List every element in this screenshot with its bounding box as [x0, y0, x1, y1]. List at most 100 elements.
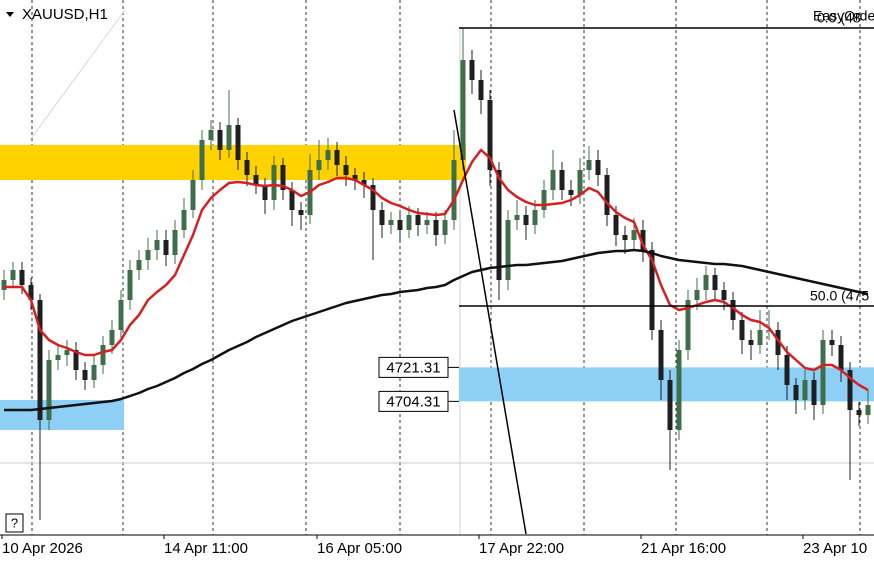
x-tick-label: 17 Apr 22:00	[479, 540, 564, 557]
candle-body	[559, 170, 565, 190]
candle-body	[838, 345, 844, 370]
candle-body	[118, 300, 124, 330]
candle-body	[442, 220, 448, 235]
time-grid	[0, 0, 874, 535]
candle-body	[10, 270, 16, 280]
zone	[0, 400, 124, 430]
x-tick-label: 21 Apr 16:00	[641, 540, 726, 557]
candle-body	[64, 350, 70, 355]
candle-body	[460, 60, 466, 160]
candle-body	[415, 215, 421, 225]
candle-body	[766, 330, 772, 331]
drawing-line	[29, 9, 126, 141]
candle-body	[253, 175, 259, 185]
candle-body	[244, 160, 250, 175]
candle-body	[577, 170, 583, 195]
x-tick-label: 16 Apr 05:00	[317, 540, 402, 557]
candle-body	[271, 165, 277, 200]
candle-body	[586, 160, 592, 170]
x-axis: 10 Apr 2026 14 Apr 11:00 16 Apr 05:00 17 Ap…	[1, 535, 867, 557]
candle-body	[370, 185, 376, 210]
candle-body	[613, 215, 619, 235]
candle-body	[496, 170, 502, 280]
overlay: 4721.31 4704.31 0.0 (48 50.0 (475	[378, 10, 874, 535]
candle-body	[424, 220, 430, 225]
candle-body	[235, 125, 241, 160]
candle-body	[775, 330, 781, 355]
help-button[interactable]	[5, 513, 24, 533]
candle-body	[406, 215, 412, 230]
candle-body	[721, 290, 727, 300]
candle-body	[28, 285, 34, 300]
price-label: 4721.31	[386, 359, 440, 376]
candle-body	[37, 300, 43, 420]
price-label: 4704.31	[386, 393, 440, 410]
candle-body	[550, 170, 556, 190]
candle-body	[667, 380, 673, 430]
x-tick-label: 14 Apr 11:00	[164, 540, 248, 557]
candle-body	[316, 160, 322, 170]
candle-body	[532, 210, 538, 225]
candle-body	[541, 190, 547, 210]
candle-body	[784, 355, 790, 385]
candle-body	[595, 160, 601, 175]
candle-body	[19, 270, 25, 285]
candle-body	[631, 230, 637, 240]
candle-body	[343, 165, 349, 175]
candle-body	[325, 150, 331, 160]
candle-body	[361, 180, 367, 185]
chart-title: XAUUSD,H1	[22, 6, 108, 23]
candle-body	[136, 260, 142, 270]
candle-body	[226, 125, 232, 150]
candle-body	[847, 370, 853, 410]
candle-body	[91, 365, 97, 380]
candle-body	[433, 220, 439, 235]
candle-body	[739, 320, 745, 340]
candle-body	[1, 280, 7, 290]
candle-body	[208, 130, 214, 140]
candle-body	[640, 230, 646, 250]
candles	[1, 28, 871, 520]
candle-body	[280, 165, 286, 190]
candle-body	[478, 80, 484, 100]
candle-body	[730, 300, 736, 320]
x-tick-label: 23 Apr 10	[803, 540, 867, 557]
fib-label: 0.0 (48	[817, 10, 861, 26]
candle-body	[379, 210, 385, 225]
candle-body	[487, 100, 493, 170]
candle-body	[523, 215, 529, 225]
moving-average-line	[4, 248, 869, 412]
candle-body	[622, 235, 628, 240]
candle-body	[793, 385, 799, 400]
candle-body	[154, 240, 160, 250]
help-button-label[interactable]: ?	[11, 515, 18, 530]
candle-body	[820, 340, 826, 405]
candle-body	[748, 340, 754, 345]
symbol-menu-icon[interactable]	[6, 12, 14, 17]
candle-body	[397, 220, 403, 230]
candle-body	[694, 290, 700, 300]
candle-body	[703, 275, 709, 290]
candle-body	[514, 215, 520, 220]
candle-body	[199, 140, 205, 180]
candle-body	[163, 240, 169, 255]
candle-body	[127, 270, 133, 300]
moving-averages	[4, 148, 869, 412]
candle-body	[289, 190, 295, 210]
candle-body	[658, 330, 664, 380]
candle-body	[469, 60, 475, 80]
candle-body	[298, 210, 304, 215]
candle-body	[217, 130, 223, 150]
candle-body	[388, 220, 394, 225]
candle-body	[262, 185, 268, 200]
candle-body	[334, 150, 340, 165]
candle-body	[181, 210, 187, 230]
moving-average-line	[4, 148, 869, 392]
easy-order-label: EasyOrde	[813, 8, 874, 24]
candle-body	[46, 360, 52, 420]
candle-body	[676, 350, 682, 430]
candle-body	[55, 355, 61, 360]
candle-body	[100, 345, 106, 365]
